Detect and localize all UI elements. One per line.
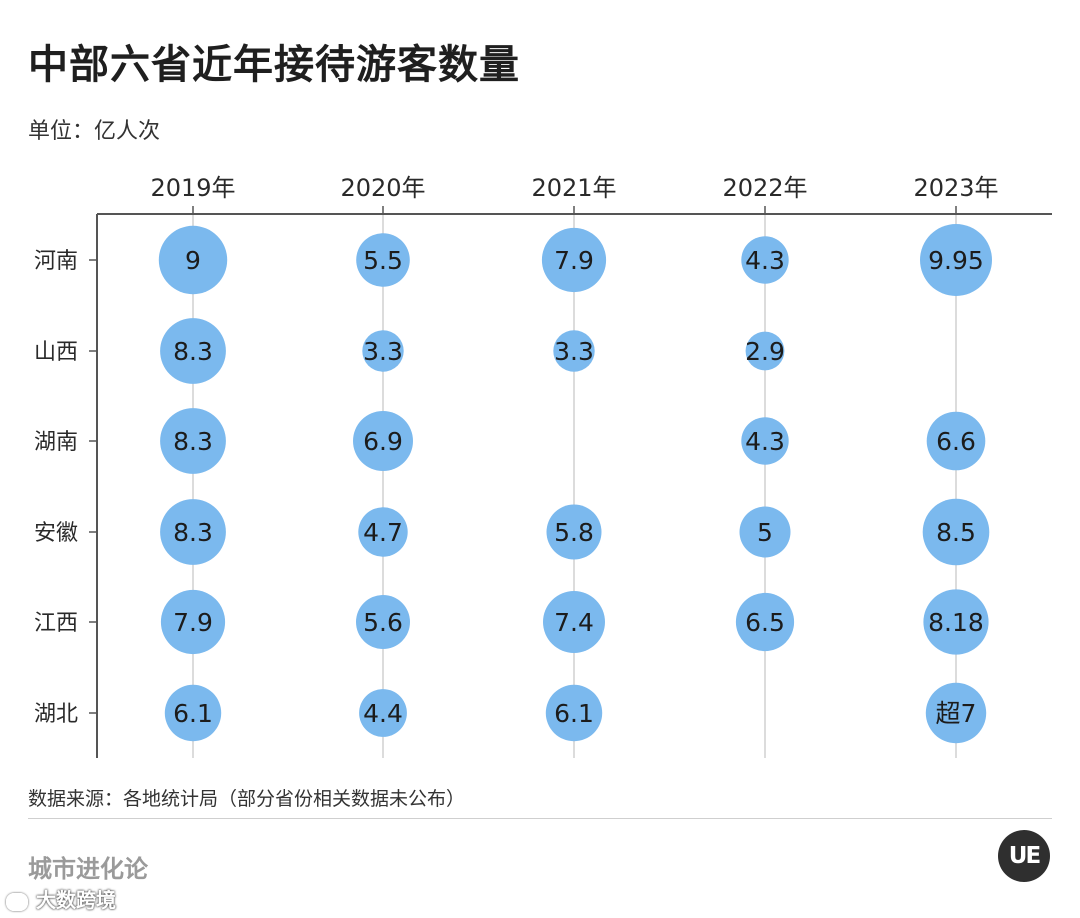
bubble-江西-2021年: [543, 591, 605, 653]
bubble-山西-2019年: [160, 318, 226, 384]
unit-label: 单位：亿人次: [28, 119, 161, 144]
bubble-河南-2023年: [920, 224, 992, 296]
data-label-河南-2020年: 5.5: [363, 246, 403, 275]
bubble-湖北-2021年: [545, 684, 603, 742]
data-label-江西-2022年: 6.5: [745, 608, 785, 637]
x-tick-label-2: 2020年: [340, 174, 425, 202]
y-tick-label-2: 山西: [34, 340, 78, 365]
bubble-湖南-2023年: [926, 411, 986, 471]
bubble-湖南-2019年: [160, 408, 226, 474]
bubble-江西-2022年: [735, 592, 795, 652]
data-label-安徽-2019年: 8.3: [173, 518, 213, 547]
bubble-湖南-2020年: [353, 411, 413, 471]
bubble-湖北-2023年: [925, 682, 987, 744]
y-tick-label-1: 河南: [34, 249, 78, 274]
data-label-河南-2022年: 4.3: [745, 246, 785, 275]
x-tick-label-1: 2019年: [150, 174, 235, 202]
data-label-湖南-2020年: 6.9: [363, 427, 403, 456]
data-label-江西-2023年: 8.18: [928, 608, 984, 637]
data-label-湖南-2023年: 6.6: [936, 427, 976, 456]
chart-title: 中部六省近年接待游客数量: [28, 42, 520, 88]
footer-divider: [28, 818, 1052, 819]
bubble-河南-2019年: [158, 225, 228, 295]
bubble-山西-2020年: [362, 330, 404, 372]
brand-logo: UE: [998, 830, 1050, 882]
bubble-山西-2021年: [553, 330, 595, 372]
y-tick-label-4: 安徽: [34, 521, 78, 546]
data-label-山西-2021年: 3.3: [554, 337, 594, 366]
data-label-湖南-2019年: 8.3: [173, 427, 213, 456]
corner-watermark-text: 大数跨境: [36, 888, 116, 912]
x-tick-label-5: 2023年: [913, 174, 998, 202]
data-label-安徽-2021年: 5.8: [554, 518, 594, 547]
data-label-湖北-2023年: 超7: [936, 699, 977, 728]
data-label-安徽-2020年: 4.7: [363, 518, 403, 547]
watermark-icon: [6, 892, 28, 911]
data-label-河南-2019年: 9: [185, 246, 201, 275]
data-label-河南-2021年: 7.9: [554, 246, 594, 275]
bubble-河南-2020年: [356, 233, 410, 287]
bubble-安徽-2023年: [922, 498, 990, 566]
bubble-山西-2022年: [745, 331, 785, 371]
bubble-湖北-2020年: [359, 689, 407, 737]
bubble-江西-2019年: [160, 589, 226, 655]
data-label-湖北-2019年: 6.1: [173, 699, 213, 728]
brand-name: 城市进化论: [28, 855, 148, 883]
bubble-安徽-2020年: [358, 507, 408, 557]
data-label-湖南-2022年: 4.3: [745, 427, 785, 456]
y-tick-label-5: 江西: [34, 611, 78, 636]
data-label-安徽-2022年: 5: [757, 518, 773, 547]
corner-watermark: 大数跨境: [6, 884, 116, 913]
bubble-湖北-2019年: [164, 684, 222, 742]
bubble-河南-2022年: [741, 236, 789, 284]
data-label-江西-2020年: 5.6: [363, 608, 403, 637]
data-label-山西-2019年: 8.3: [173, 337, 213, 366]
data-label-湖北-2020年: 4.4: [363, 699, 403, 728]
bubble-安徽-2021年: [546, 504, 602, 560]
data-label-安徽-2023年: 8.5: [936, 518, 976, 547]
data-label-山西-2020年: 3.3: [363, 337, 403, 366]
x-tick-label-4: 2022年: [722, 174, 807, 202]
bubble-江西-2020年: [356, 595, 410, 649]
x-tick-label-3: 2021年: [531, 174, 616, 202]
y-tick-label-3: 湖南: [34, 430, 78, 455]
data-source-note: 数据来源：各地统计局（部分省份相关数据未公布）: [28, 788, 466, 810]
bubble-安徽-2022年: [739, 506, 791, 558]
data-label-江西-2021年: 7.4: [554, 608, 594, 637]
bubble-河南-2021年: [541, 227, 607, 293]
y-tick-label-6: 湖北: [34, 702, 78, 727]
bubble-湖南-2022年: [741, 417, 789, 465]
data-label-河南-2023年: 9.95: [928, 246, 984, 275]
data-label-湖北-2021年: 6.1: [554, 699, 594, 728]
bubble-江西-2023年: [923, 589, 989, 655]
data-label-江西-2019年: 7.9: [173, 608, 213, 637]
bubble-安徽-2019年: [160, 499, 226, 565]
data-label-山西-2022年: 2.9: [745, 337, 785, 366]
